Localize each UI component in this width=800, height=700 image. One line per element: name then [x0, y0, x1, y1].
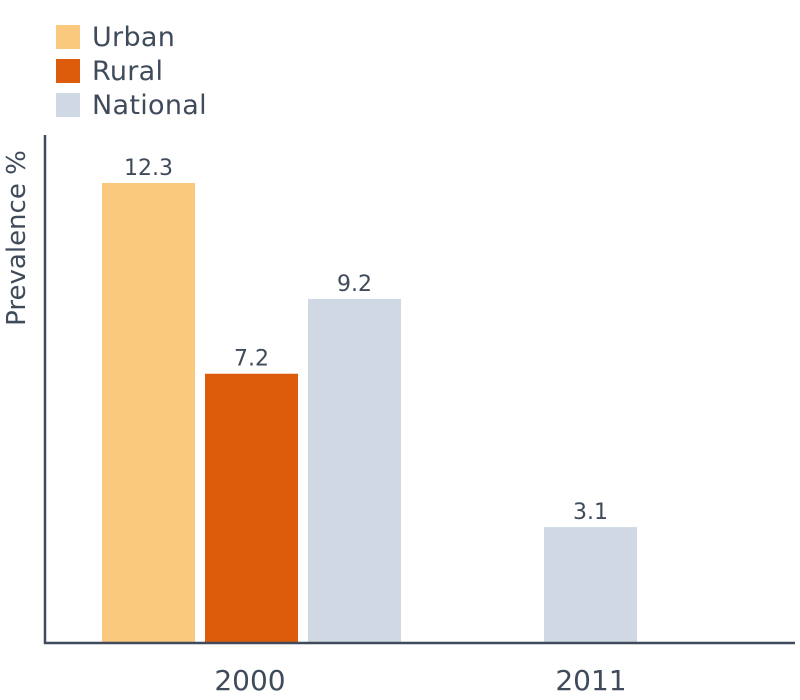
bar-national-2011	[544, 527, 637, 643]
legend-label-rural: Rural	[92, 55, 164, 87]
legend-item-national: National	[56, 88, 207, 122]
legend-item-rural: Rural	[56, 54, 207, 88]
legend-swatch-national	[56, 93, 80, 117]
data-label-national-2011: 3.1	[573, 500, 608, 525]
legend-label-national: National	[92, 89, 207, 121]
legend-swatch-rural	[56, 59, 80, 83]
x-tick-label-2000: 2000	[214, 664, 285, 697]
x-tick-label-2011: 2011	[555, 664, 626, 697]
legend-label-urban: Urban	[92, 21, 176, 53]
bars-group	[102, 183, 637, 643]
x-tick-labels-group: 2000 2011	[214, 664, 626, 697]
bar-national-2000	[308, 298, 401, 643]
data-label-rural-2000: 7.2	[234, 347, 269, 372]
bar-urban-2000	[102, 183, 195, 643]
data-label-national-2000: 9.2	[337, 272, 372, 297]
legend: Urban Rural National	[56, 20, 207, 122]
bar-rural-2000	[205, 373, 298, 643]
data-labels-group: 12.3 7.2 9.2 3.1	[124, 156, 608, 525]
data-label-urban-2000: 12.3	[124, 156, 173, 181]
legend-item-urban: Urban	[56, 20, 207, 54]
legend-swatch-urban	[56, 25, 80, 49]
